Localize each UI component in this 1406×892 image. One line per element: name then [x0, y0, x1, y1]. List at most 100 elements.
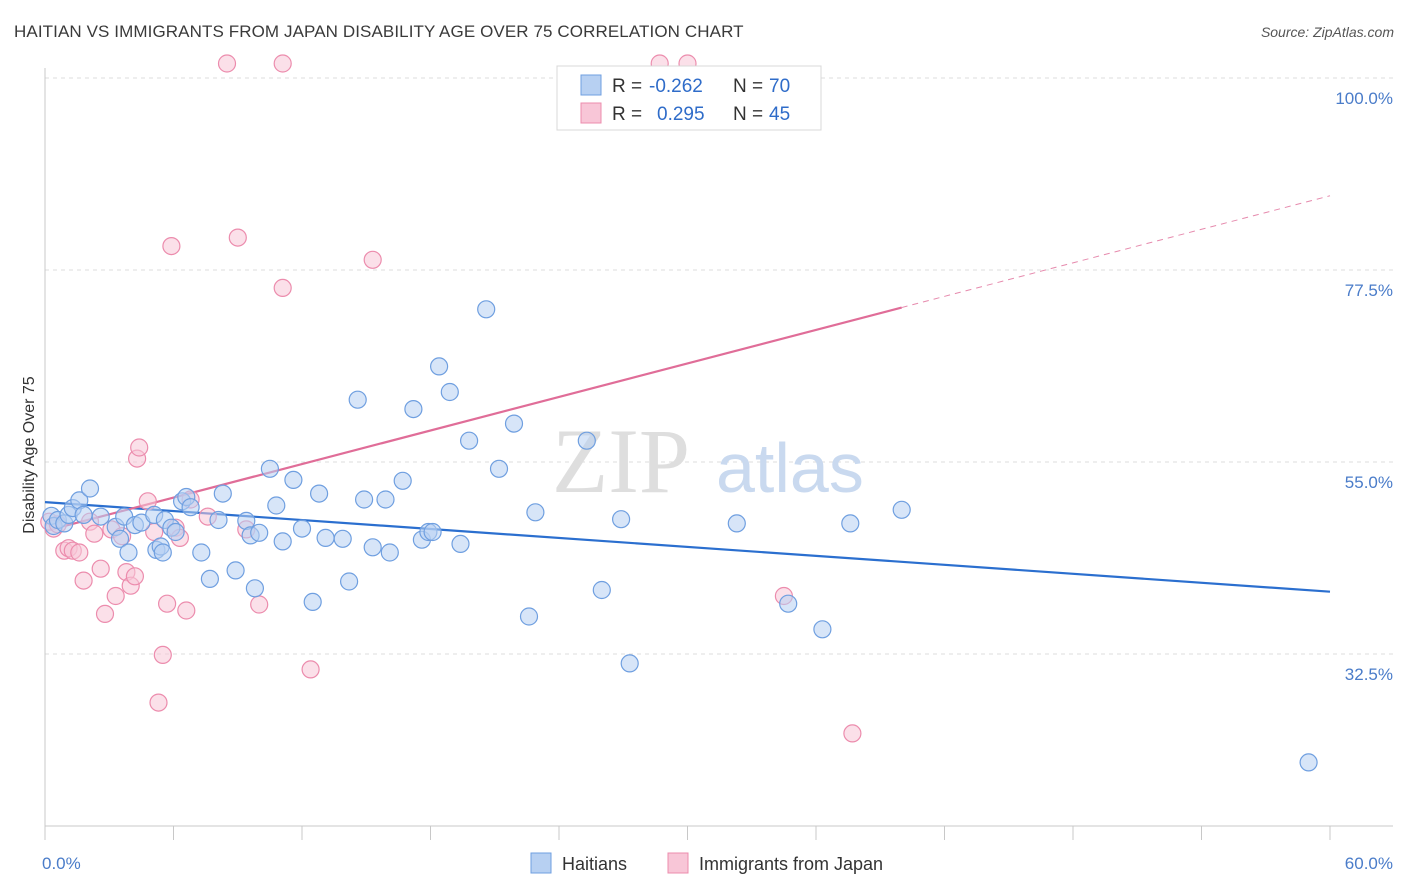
haitians-point: [404, 400, 423, 419]
haitians-point: [209, 510, 228, 530]
japan-point: [273, 278, 292, 297]
x-tick-labels: 0.0% 60.0%: [42, 854, 1393, 873]
haitians-point: [519, 607, 539, 626]
japan-point: [217, 54, 237, 73]
legend-r-value-1: -0.262: [649, 76, 703, 97]
japan-point: [125, 567, 144, 586]
legend-n-value-1: 70: [769, 76, 790, 97]
japan-point: [91, 559, 110, 578]
y-axis-title: Disability Age Over 75: [21, 376, 38, 534]
haitians-point: [440, 382, 459, 402]
haitians-point: [284, 470, 303, 489]
japan-point: [130, 438, 149, 457]
correlation-legend: R = -0.262 N = 70 R = 0.295 N = 45: [556, 65, 822, 131]
watermark: ZIP atlas: [552, 410, 864, 512]
haitians-point: [192, 543, 211, 562]
japan-point: [273, 54, 292, 73]
haitians-point: [245, 579, 264, 598]
haitians-point: [577, 431, 596, 450]
haitians-point: [80, 479, 100, 498]
watermark-atlas: atlas: [716, 429, 864, 507]
japan-point: [158, 594, 177, 613]
y-tick-label: 77.5%: [1345, 281, 1393, 300]
japan-point: [153, 645, 172, 665]
x-tick-label: 60.0%: [1345, 854, 1393, 873]
haitians-point: [166, 522, 185, 542]
haitians-point: [376, 490, 395, 509]
haitians-point: [892, 500, 911, 519]
haitians-point: [181, 498, 200, 517]
legend-swatch-japan: [580, 102, 602, 124]
haitians-point: [267, 496, 286, 515]
bottom-legend-label-haitians: Haitians: [562, 854, 627, 874]
haitians-point: [310, 484, 329, 503]
japan-point: [363, 250, 382, 269]
japan-point: [843, 724, 862, 743]
haitians-point: [841, 514, 860, 533]
haitians-point: [292, 519, 312, 538]
haitians-point: [316, 528, 335, 548]
japan-point: [149, 693, 168, 712]
haitians-point: [260, 459, 279, 478]
haitians-point: [226, 561, 245, 580]
x-tick-label: 0.0%: [42, 854, 81, 873]
haitians-point: [489, 459, 509, 478]
japan-point: [177, 601, 196, 620]
axes: [44, 68, 1393, 840]
haitians-point: [477, 300, 496, 319]
haitians-point: [423, 522, 442, 542]
y-tick-label: 100.0%: [1335, 89, 1393, 108]
chart-title: HAITIAN VS IMMIGRANTS FROM JAPAN DISABIL…: [14, 22, 744, 41]
bottom-legend-label-japan: Immigrants from Japan: [699, 854, 883, 874]
haitians-point: [213, 484, 232, 503]
haitians-point: [526, 503, 545, 522]
haitians-point: [363, 538, 382, 557]
data-points: [40, 54, 1318, 772]
watermark-zip: ZIP: [552, 410, 690, 512]
source-credit: Source: ZipAtlas.com: [1260, 24, 1394, 40]
japan-point: [74, 571, 93, 590]
haitians-point: [348, 390, 367, 409]
legend-swatch-haitians: [580, 74, 602, 96]
haitians-point: [110, 529, 130, 548]
haitians-point: [250, 523, 269, 542]
haitians-point: [393, 471, 412, 490]
grid-lines: [45, 77, 1393, 655]
legend-n-label-2: N =: [733, 104, 763, 125]
legend-r-label-2: R =: [612, 104, 642, 125]
japan-point: [301, 660, 320, 679]
bottom-legend-swatch-haitians: [530, 852, 552, 874]
y-tick-labels: 32.5% 55.0% 77.5% 100.0%: [1335, 89, 1393, 684]
japan-point: [162, 237, 181, 256]
haitians-point: [91, 507, 110, 526]
japan-point: [106, 586, 125, 606]
bottom-legend-swatch-japan: [667, 852, 689, 874]
japan-point: [95, 604, 115, 624]
haitians-point: [504, 414, 524, 433]
y-tick-label: 32.5%: [1345, 665, 1393, 684]
haitians-point: [813, 620, 832, 639]
haitians-point: [451, 534, 470, 554]
legend-n-value-2: 45: [769, 104, 790, 125]
haitians-point: [153, 543, 172, 562]
haitians-point: [727, 514, 746, 533]
legend-n-label-1: N =: [733, 76, 763, 97]
haitians-point: [430, 357, 449, 376]
haitians-point: [460, 431, 479, 450]
haitians-point: [355, 490, 374, 509]
haitians-point: [779, 594, 798, 613]
japan-point: [228, 228, 247, 247]
haitians-point: [74, 505, 93, 525]
haitians-point: [1299, 753, 1318, 772]
japan-point: [85, 524, 104, 543]
haitians-point: [303, 592, 322, 612]
legend-r-label-1: R =: [612, 76, 642, 97]
haitians-point: [200, 569, 219, 589]
haitians-trend-line: [44, 501, 1331, 593]
haitians-point: [611, 510, 631, 529]
y-tick-label: 55.0%: [1345, 473, 1393, 492]
haitians-point: [592, 580, 611, 600]
japan-point: [70, 543, 89, 562]
legend-r-value-2: 0.295: [657, 104, 705, 125]
haitians-point: [273, 532, 292, 551]
